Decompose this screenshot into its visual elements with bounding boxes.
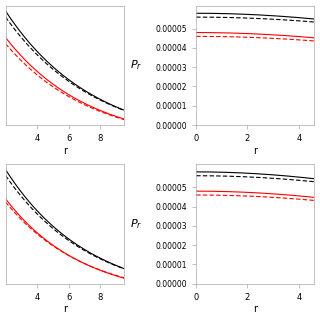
X-axis label: r: r <box>253 304 257 315</box>
X-axis label: r: r <box>63 304 67 315</box>
Y-axis label: $P_r$: $P_r$ <box>130 58 142 72</box>
Y-axis label: $P_r$: $P_r$ <box>130 217 142 231</box>
X-axis label: r: r <box>253 146 257 156</box>
X-axis label: r: r <box>63 146 67 156</box>
